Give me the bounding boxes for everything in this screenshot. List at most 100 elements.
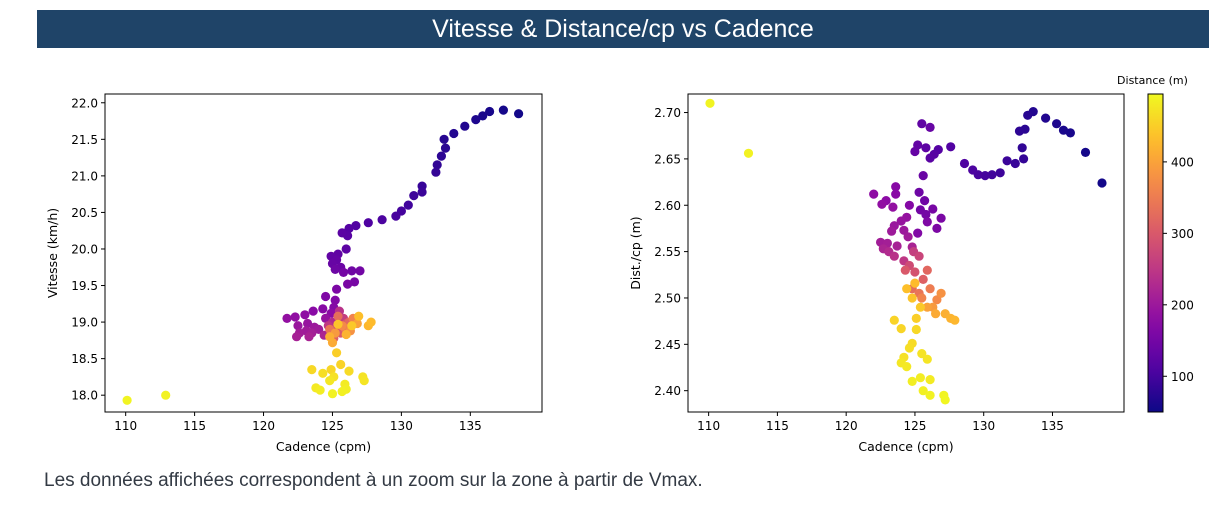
- scatter-point: [1041, 113, 1051, 123]
- scatter-point: [344, 366, 354, 376]
- scatter-point: [911, 324, 921, 335]
- y-tick-label: 20.0: [71, 242, 98, 256]
- scatter-point: [1080, 147, 1091, 157]
- scatter-points: [122, 105, 524, 405]
- scatter-point: [925, 153, 935, 163]
- y-axis-label: Dist./cp (m): [628, 216, 643, 289]
- scatter-point: [887, 226, 897, 236]
- colorbar-tick-label: 200: [1171, 298, 1194, 312]
- scatter-point: [403, 200, 413, 210]
- scatter-point: [303, 318, 313, 329]
- scatter-point: [918, 171, 928, 181]
- scatter-point: [1097, 178, 1107, 188]
- scatter-point: [932, 295, 942, 305]
- scatter-point: [282, 313, 292, 323]
- scatter-point: [914, 251, 924, 261]
- scatter-point: [325, 376, 335, 386]
- scatter-point: [920, 196, 930, 206]
- scatter-point: [889, 315, 899, 325]
- y-tick-label: 2.50: [654, 291, 681, 305]
- y-tick-label: 2.40: [654, 384, 681, 398]
- scatter-point: [366, 317, 376, 327]
- scatter-point: [918, 386, 928, 396]
- scatter-point: [892, 241, 902, 251]
- scatter-point: [460, 121, 470, 131]
- scatter-point: [391, 211, 401, 221]
- scatter-point: [338, 267, 349, 277]
- caption: Les données affichées correspondent à un…: [44, 470, 703, 491]
- x-tick-label: 135: [1041, 419, 1064, 433]
- page-title: Vitesse & Distance/cp vs Cadence: [37, 10, 1209, 48]
- scatter-point: [514, 109, 524, 119]
- scatter-point: [911, 313, 921, 323]
- y-tick-label: 20.5: [71, 206, 98, 220]
- scatter-point: [936, 288, 946, 298]
- scatter-point: [341, 329, 351, 340]
- scatter-point: [351, 221, 361, 231]
- scatter-point: [333, 311, 343, 321]
- x-tick-label: 125: [903, 419, 926, 433]
- y-tick-label: 22.0: [71, 96, 98, 110]
- scatter-point: [326, 365, 336, 375]
- scatter-point: [485, 106, 495, 117]
- scatter-point: [900, 265, 910, 275]
- scatter-point: [354, 311, 364, 321]
- colorbar: 100 200 300 400 Distance (m): [1117, 74, 1194, 413]
- scatter-point: [917, 293, 927, 303]
- scatter-point: [1052, 119, 1062, 129]
- scatter-point: [293, 321, 303, 331]
- scatter-point: [921, 209, 931, 220]
- scatter-point: [431, 167, 441, 177]
- x-tick-label: 110: [697, 419, 720, 433]
- scatter-point: [1010, 158, 1020, 169]
- colorbar-tick-label: 100: [1171, 370, 1194, 384]
- scatter-point: [321, 291, 331, 302]
- scatter-point: [1019, 154, 1029, 164]
- y-tick-label: 2.55: [654, 245, 681, 259]
- scatter-point: [896, 216, 906, 226]
- scatter-point: [914, 187, 924, 197]
- colorbar-tick-label: 400: [1171, 155, 1194, 169]
- x-tick-label: 125: [321, 419, 344, 433]
- scatter-point: [498, 105, 508, 115]
- scatter-point: [308, 306, 318, 316]
- scatter-point: [922, 217, 932, 227]
- scatter-point: [417, 187, 427, 197]
- scatter-point: [307, 365, 317, 375]
- scatter-point: [440, 143, 451, 153]
- scatter-point: [907, 293, 917, 303]
- scatter-point: [936, 213, 946, 223]
- scatter-point: [940, 395, 950, 405]
- scatter-point: [1058, 125, 1069, 135]
- scatter-point: [377, 215, 387, 225]
- scatter-point: [318, 368, 328, 378]
- chart-vitesse-vs-cadence: 110 115 120 125 130 135 18.0 18.5 19.0 19.5 20.0 20…: [45, 93, 543, 454]
- y-tick-label: 18.5: [71, 352, 98, 366]
- scatter-point: [913, 228, 923, 238]
- scatter-point: [889, 251, 899, 261]
- scatter-point: [122, 395, 132, 405]
- scatter-point: [439, 134, 449, 144]
- scatter-point: [925, 122, 935, 132]
- scatter-point: [925, 375, 935, 385]
- figure: 110 115 120 125 130 135 18.0 18.5 19.0 19.5 20.0 20…: [45, 74, 1194, 454]
- scatter-point: [355, 266, 365, 276]
- scatter-point: [922, 354, 932, 364]
- scatter-point: [321, 313, 331, 323]
- scatter-point: [347, 266, 357, 276]
- y-tick-label: 18.0: [71, 389, 98, 403]
- x-tick-label: 120: [252, 419, 275, 433]
- scatter-point: [899, 225, 909, 235]
- axes-frame: [687, 93, 1125, 413]
- scatter-point: [902, 284, 912, 294]
- scatter-point: [917, 119, 927, 129]
- y-tick-label: 21.0: [71, 169, 98, 183]
- scatter-point: [292, 332, 302, 342]
- scatter-point: [332, 348, 342, 358]
- x-tick-label: 110: [114, 419, 137, 433]
- scatter-point: [922, 265, 932, 275]
- scatter-point: [902, 362, 912, 372]
- x-tick-label: 130: [390, 419, 413, 433]
- scatter-point: [925, 390, 935, 400]
- scatter-point: [325, 332, 335, 342]
